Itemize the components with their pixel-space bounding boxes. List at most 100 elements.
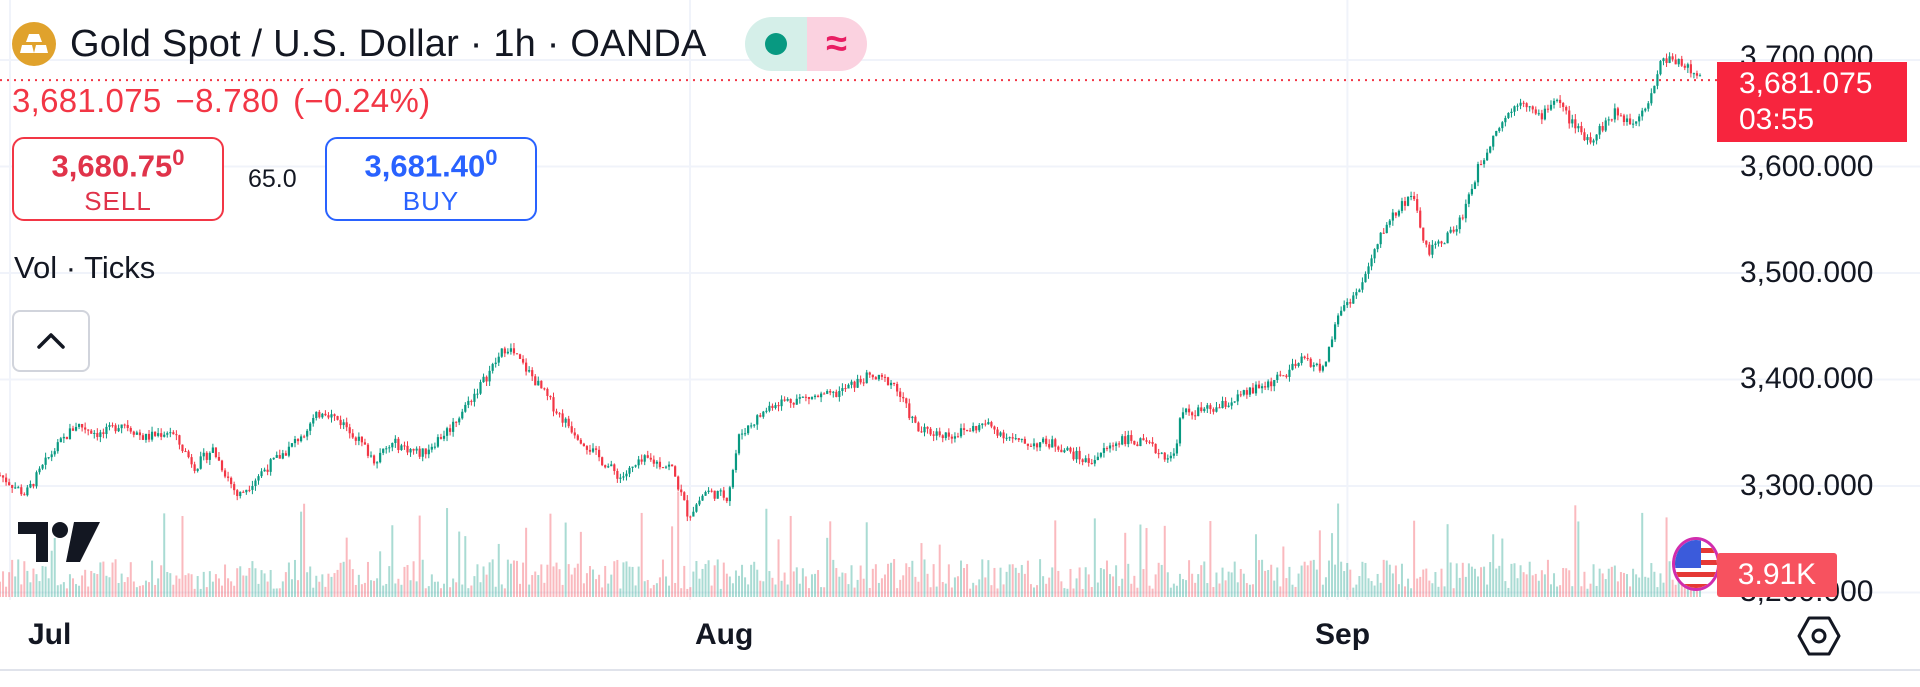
candle-body bbox=[871, 374, 874, 378]
volume-bar bbox=[1416, 578, 1419, 597]
candle-body bbox=[1038, 442, 1042, 448]
volume-bar bbox=[914, 576, 917, 597]
candle-body bbox=[56, 442, 59, 452]
volume-bar bbox=[1166, 572, 1169, 597]
volume-bar bbox=[1571, 586, 1574, 597]
volume-bar bbox=[1483, 566, 1486, 597]
sell-button[interactable]: 3,680.750 SELL bbox=[12, 137, 224, 221]
candle-body bbox=[1066, 447, 1069, 451]
x-tick-label: Aug bbox=[695, 618, 754, 651]
candle-body bbox=[795, 398, 798, 405]
volume-bar bbox=[1562, 567, 1565, 597]
volume-bar bbox=[1224, 580, 1227, 597]
candle-body bbox=[17, 487, 20, 489]
candle-body bbox=[649, 457, 652, 460]
candle-body bbox=[1127, 435, 1130, 445]
candle-body bbox=[62, 436, 65, 439]
volume-bar bbox=[1075, 578, 1078, 597]
candle-body bbox=[756, 415, 759, 425]
candle-body bbox=[400, 445, 403, 451]
candle-body bbox=[935, 431, 938, 436]
volume-bar bbox=[348, 559, 351, 597]
volume-bar bbox=[5, 586, 8, 597]
buy-button[interactable]: 3,681.400 BUY bbox=[325, 137, 537, 221]
volume-bar bbox=[850, 565, 853, 597]
candle-body bbox=[710, 490, 713, 492]
volume-bar bbox=[1668, 561, 1671, 597]
volume-bar bbox=[1428, 580, 1431, 597]
volume-bar bbox=[509, 563, 512, 597]
volume-bar bbox=[59, 584, 62, 597]
volume-bar bbox=[47, 578, 50, 597]
volume-bar bbox=[1677, 579, 1680, 597]
candle-body bbox=[841, 388, 844, 392]
candle-body bbox=[120, 424, 123, 429]
volume-bar bbox=[978, 579, 981, 597]
volume-bar bbox=[710, 585, 713, 597]
candle-body bbox=[1382, 232, 1385, 234]
candle-body bbox=[20, 487, 23, 495]
candle-body bbox=[360, 436, 363, 443]
volume-bar bbox=[1616, 581, 1619, 597]
candle-body bbox=[126, 424, 129, 429]
volume-indicator-label[interactable]: Vol · Ticks bbox=[14, 250, 156, 285]
candle-body bbox=[93, 432, 96, 434]
volume-bar bbox=[634, 585, 637, 597]
candle-body bbox=[424, 448, 427, 455]
candle-body bbox=[236, 490, 239, 497]
candle-body bbox=[1169, 455, 1172, 459]
volume-bar bbox=[801, 568, 804, 597]
candle-body bbox=[430, 446, 433, 450]
candle-body bbox=[838, 391, 841, 397]
volume-bar bbox=[126, 577, 129, 597]
volume-bar bbox=[1057, 570, 1060, 597]
volume-bar bbox=[1036, 585, 1039, 597]
candle-body bbox=[1306, 358, 1309, 360]
volume-bar bbox=[1215, 572, 1218, 597]
volume-bar bbox=[1385, 560, 1388, 597]
candle-body bbox=[464, 404, 467, 412]
symbol-header[interactable]: Gold Spot / U.S. Dollar · 1h · OANDA ≈ bbox=[12, 17, 867, 71]
volume-bar bbox=[1261, 559, 1264, 597]
candle-body bbox=[503, 348, 506, 354]
volume-bar bbox=[129, 562, 132, 597]
volume-bar bbox=[619, 588, 622, 597]
volume-bar bbox=[135, 587, 138, 597]
volume-bar bbox=[1595, 585, 1598, 597]
volume-bar bbox=[345, 537, 348, 597]
volume-bar bbox=[1352, 587, 1355, 597]
candle-body bbox=[47, 457, 50, 459]
gridlines bbox=[0, 0, 1920, 600]
volume-bar bbox=[427, 586, 430, 597]
volume-bar bbox=[1522, 572, 1525, 597]
volume-bar bbox=[938, 544, 941, 597]
volume-bar bbox=[795, 567, 798, 597]
volume-bar bbox=[698, 578, 701, 597]
candle-body bbox=[1017, 438, 1020, 440]
candle-body bbox=[944, 432, 947, 439]
candle-body bbox=[1397, 210, 1401, 216]
candle-body bbox=[1455, 229, 1458, 232]
us-flag-icon[interactable] bbox=[1672, 537, 1720, 591]
collapse-legend-button[interactable] bbox=[12, 310, 90, 372]
candle-body bbox=[1695, 73, 1699, 76]
candle-body bbox=[889, 382, 893, 386]
volume-bar bbox=[90, 570, 93, 597]
candle-body bbox=[862, 382, 865, 384]
market-status-pill[interactable]: ≈ bbox=[744, 17, 867, 71]
volume-bar bbox=[114, 559, 117, 597]
volume-bar bbox=[829, 521, 832, 597]
volume-bar bbox=[1005, 571, 1008, 597]
candle-body bbox=[1528, 106, 1531, 108]
spread-value: 65.0 bbox=[248, 165, 297, 193]
chart-settings-button[interactable] bbox=[1795, 612, 1843, 660]
volume-bar bbox=[409, 580, 412, 597]
volume-bar bbox=[1115, 565, 1118, 597]
candle-body bbox=[1291, 363, 1294, 370]
volume-bar bbox=[464, 536, 467, 597]
candle-body bbox=[1276, 374, 1279, 381]
volume-bar bbox=[354, 584, 357, 597]
volume-bar bbox=[1449, 562, 1452, 597]
volume-bar bbox=[944, 583, 947, 597]
